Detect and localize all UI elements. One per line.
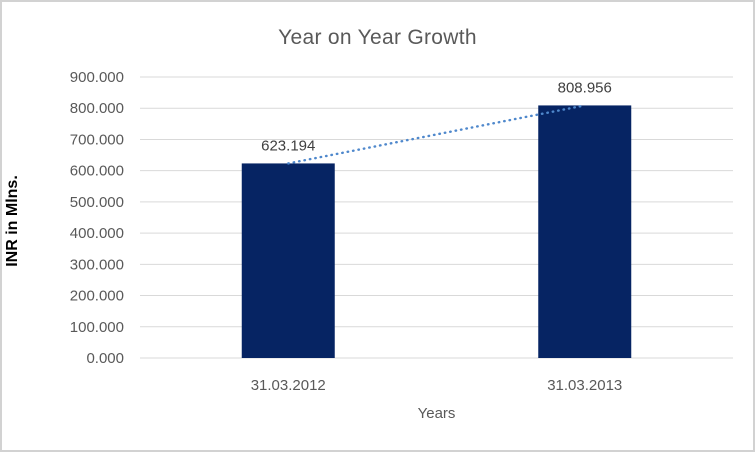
- bar: [538, 105, 632, 358]
- y-tick-label: 600.000: [70, 163, 124, 180]
- y-tick-label: 0.000: [86, 350, 124, 367]
- bar: [241, 163, 335, 358]
- y-tick-label: 200.000: [70, 288, 124, 305]
- y-tick-label: 400.000: [70, 225, 124, 242]
- data-label: 623.194: [261, 137, 315, 154]
- y-tick-label: 500.000: [70, 194, 124, 211]
- trend-line: [287, 104, 586, 165]
- y-tick-label: 800.000: [70, 100, 124, 117]
- data-label: 808.956: [558, 79, 612, 96]
- x-category-label: 31.03.2013: [547, 377, 622, 394]
- y-tick-label: 700.000: [70, 131, 124, 148]
- x-category-label: 31.03.2012: [251, 377, 326, 394]
- y-tick-label: 900.000: [70, 69, 124, 86]
- chart-title: Year on Year Growth: [278, 26, 477, 49]
- x-axis-title: Years: [417, 405, 456, 422]
- y-tick-label: 300.000: [70, 256, 124, 273]
- y-tick-label: 100.000: [70, 319, 124, 336]
